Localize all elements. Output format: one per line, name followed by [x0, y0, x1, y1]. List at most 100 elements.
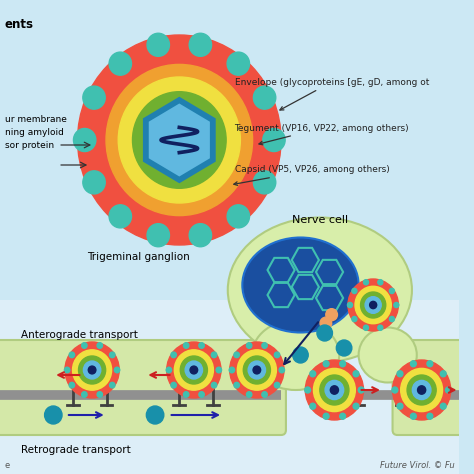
Circle shape [227, 205, 249, 228]
Circle shape [310, 371, 316, 377]
Circle shape [279, 367, 284, 373]
Circle shape [230, 342, 284, 398]
Circle shape [337, 340, 352, 356]
Circle shape [73, 128, 96, 152]
Circle shape [79, 356, 106, 384]
Circle shape [397, 403, 403, 409]
Circle shape [412, 381, 431, 400]
Circle shape [237, 350, 276, 390]
Circle shape [330, 386, 338, 394]
Circle shape [183, 343, 189, 348]
Circle shape [361, 292, 386, 318]
Circle shape [397, 371, 403, 377]
Circle shape [109, 52, 131, 75]
Circle shape [248, 361, 265, 379]
Circle shape [352, 317, 357, 322]
Circle shape [340, 361, 346, 367]
Circle shape [109, 352, 115, 358]
Ellipse shape [228, 218, 412, 363]
Circle shape [352, 288, 357, 293]
Circle shape [64, 367, 70, 373]
Circle shape [370, 301, 377, 309]
Circle shape [418, 386, 426, 394]
Circle shape [254, 86, 276, 109]
Circle shape [45, 406, 62, 424]
Circle shape [69, 383, 74, 388]
Circle shape [401, 368, 443, 411]
Circle shape [262, 392, 267, 397]
Circle shape [293, 347, 308, 363]
Circle shape [185, 361, 202, 379]
Text: ur membrane
ning amyloid
sor protein: ur membrane ning amyloid sor protein [5, 115, 67, 150]
Circle shape [183, 392, 189, 397]
Circle shape [262, 343, 267, 348]
Circle shape [166, 367, 172, 373]
Circle shape [320, 317, 332, 329]
Circle shape [347, 302, 353, 308]
Circle shape [394, 302, 399, 308]
Circle shape [305, 360, 364, 420]
Circle shape [118, 77, 240, 203]
Circle shape [97, 343, 102, 348]
Text: Capsid (VP5, VP26, among others): Capsid (VP5, VP26, among others) [234, 165, 389, 185]
Circle shape [189, 224, 211, 247]
Circle shape [319, 328, 331, 339]
Circle shape [364, 280, 368, 285]
Circle shape [171, 352, 176, 358]
Circle shape [73, 350, 111, 390]
Circle shape [83, 361, 101, 379]
Circle shape [180, 356, 208, 384]
Ellipse shape [242, 237, 359, 332]
Circle shape [427, 413, 433, 419]
Circle shape [83, 86, 105, 109]
Text: Tegument (VP16, VP22, among others): Tegument (VP16, VP22, among others) [235, 124, 409, 145]
Circle shape [82, 392, 87, 397]
Circle shape [211, 352, 217, 358]
Circle shape [190, 366, 198, 374]
Circle shape [427, 361, 433, 367]
Circle shape [320, 375, 349, 405]
Text: ents: ents [5, 18, 34, 31]
Text: Retrograde transport: Retrograde transport [21, 445, 131, 455]
FancyBboxPatch shape [392, 340, 470, 435]
Circle shape [323, 413, 329, 419]
Circle shape [227, 52, 249, 75]
Text: Anterograde transport: Anterograde transport [21, 330, 138, 340]
Circle shape [353, 371, 359, 377]
Circle shape [174, 350, 213, 390]
Circle shape [325, 381, 344, 400]
FancyBboxPatch shape [0, 340, 286, 435]
Circle shape [317, 325, 332, 341]
Circle shape [263, 128, 285, 152]
Circle shape [440, 403, 446, 409]
Circle shape [364, 325, 368, 330]
Circle shape [199, 392, 204, 397]
Circle shape [146, 406, 164, 424]
Circle shape [407, 375, 436, 405]
Circle shape [243, 356, 271, 384]
Circle shape [69, 352, 74, 358]
Circle shape [313, 368, 356, 411]
Circle shape [326, 309, 337, 321]
Circle shape [109, 205, 131, 228]
Circle shape [392, 360, 451, 420]
Circle shape [274, 383, 280, 388]
Circle shape [246, 343, 252, 348]
Circle shape [274, 352, 280, 358]
Circle shape [114, 367, 120, 373]
Circle shape [167, 342, 221, 398]
Circle shape [390, 288, 394, 293]
Circle shape [355, 286, 392, 324]
Circle shape [365, 297, 381, 313]
Circle shape [106, 64, 253, 216]
Circle shape [65, 342, 119, 398]
Ellipse shape [359, 328, 417, 383]
Circle shape [216, 367, 221, 373]
Circle shape [440, 371, 446, 377]
Circle shape [392, 387, 398, 393]
Circle shape [390, 317, 394, 322]
Circle shape [358, 387, 364, 393]
Circle shape [189, 33, 211, 56]
Polygon shape [146, 100, 213, 180]
Circle shape [109, 383, 115, 388]
